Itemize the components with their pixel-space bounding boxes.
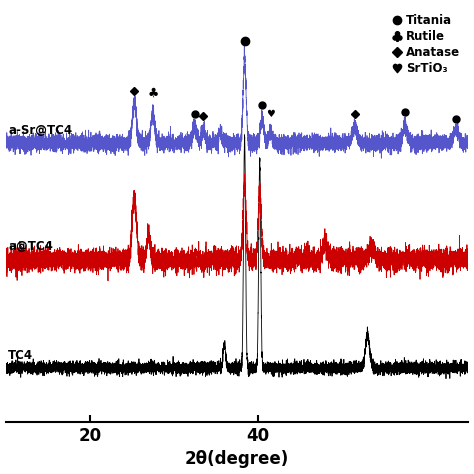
Text: ♥: ♥ <box>266 109 275 119</box>
Text: TC4: TC4 <box>8 349 33 362</box>
Text: a@TC4: a@TC4 <box>8 240 53 254</box>
X-axis label: 2θ(degree): 2θ(degree) <box>185 450 289 468</box>
Text: a-Sr@TC4: a-Sr@TC4 <box>8 124 72 137</box>
Text: ♣: ♣ <box>147 87 158 100</box>
Legend: Titania, Rutile, Anatase, SrTiO₃: Titania, Rutile, Anatase, SrTiO₃ <box>390 11 463 77</box>
